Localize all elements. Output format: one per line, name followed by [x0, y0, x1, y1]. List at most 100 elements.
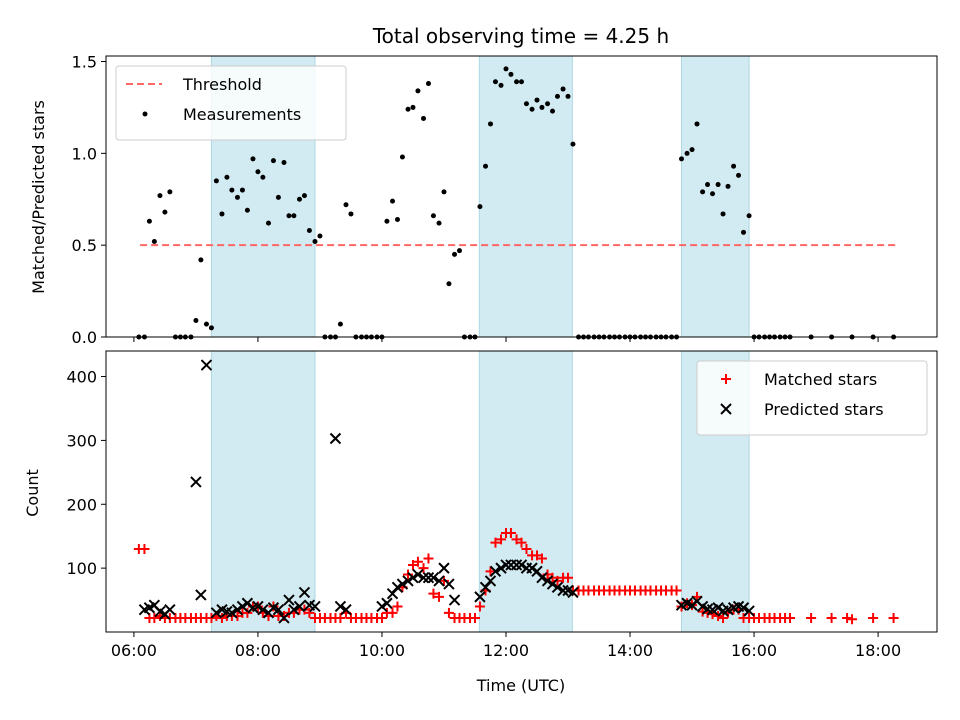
bottom-legend: Matched stars Predicted stars — [696, 360, 928, 436]
top-data-point — [452, 251, 458, 257]
bottom-data-point — [536, 572, 548, 584]
bottom-data-point — [546, 578, 559, 590]
bottom-data-point — [231, 603, 244, 616]
bottom-data-point — [515, 559, 528, 571]
top-data-point — [219, 211, 225, 217]
bottom-data-point — [386, 587, 399, 600]
top-data-point — [213, 178, 219, 184]
bottom-legend-box — [696, 360, 928, 436]
top-data-point — [343, 202, 349, 208]
top-data-point — [208, 325, 214, 331]
top-data-point — [291, 213, 297, 219]
bottom-data-point — [381, 597, 393, 609]
bottom-y-axis-label: Count — [23, 469, 42, 517]
bottom-y-tick-label: 200 — [66, 495, 97, 514]
bottom-data-point — [888, 612, 899, 623]
top-legend-label: Threshold — [182, 75, 262, 94]
top-data-point — [736, 172, 742, 178]
bottom-data-point — [412, 568, 424, 581]
top-data-point — [317, 233, 323, 239]
bottom-data-point — [485, 566, 496, 577]
bottom-data-point — [526, 562, 538, 574]
top-y-axis-label: Matched/Predicted stars — [29, 100, 48, 294]
bottom-series-predicted-stars — [138, 359, 755, 624]
top-data-point — [545, 101, 551, 107]
bottom-data-point — [226, 607, 238, 619]
bottom-data-point — [712, 602, 724, 614]
bottom-x-tick-label: 06:00 — [111, 641, 157, 660]
bottom-data-point — [557, 584, 569, 597]
top-legend: Threshold Measurements — [115, 65, 347, 141]
top-data-point — [483, 163, 489, 169]
bottom-data-point — [139, 543, 150, 554]
bottom-data-point — [392, 601, 403, 612]
top-data-point — [684, 150, 690, 156]
top-data-point — [162, 209, 168, 215]
top-data-point — [694, 121, 700, 127]
top-data-point — [306, 227, 312, 233]
top-data-point — [193, 317, 199, 323]
bottom-data-point — [484, 575, 497, 587]
top-data-point — [250, 156, 256, 162]
top-data-point — [678, 156, 684, 162]
bottom-data-point — [283, 594, 295, 606]
bottom-data-point — [448, 594, 461, 606]
top-data-point — [198, 257, 204, 263]
top-data-point — [390, 198, 396, 204]
top-data-point — [554, 93, 560, 99]
top-data-point — [534, 97, 540, 103]
bottom-shaded-interval — [210, 350, 316, 633]
bottom-data-point — [469, 612, 480, 623]
bottom-x-tick-label: 14:00 — [607, 641, 653, 660]
top-series-measurements — [136, 66, 897, 340]
bottom-data-point — [242, 607, 253, 618]
top-data-point — [487, 121, 493, 127]
bottom-data-point — [743, 605, 755, 617]
top-data-point — [715, 182, 721, 188]
top-data-point — [151, 238, 157, 244]
top-data-point — [731, 163, 737, 169]
bottom-y-tick-label: 300 — [66, 431, 97, 450]
bottom-data-point — [505, 528, 516, 539]
bottom-data-point — [785, 612, 796, 623]
top-legend-label: Measurements — [183, 105, 301, 124]
chart-title: Total observing time = 4.25 h — [372, 24, 669, 48]
top-data-point — [167, 189, 173, 195]
bottom-data-point — [396, 578, 409, 590]
top-data-point — [275, 194, 281, 200]
top-data-point — [224, 174, 230, 180]
top-data-point — [394, 216, 400, 222]
top-data-point — [312, 238, 318, 244]
top-data-point — [265, 220, 271, 226]
bottom-data-point — [278, 612, 290, 624]
bottom-data-point — [500, 559, 512, 571]
top-data-point — [229, 187, 235, 193]
top-data-point — [157, 193, 163, 199]
top-y-tick-label: 0.5 — [72, 236, 97, 255]
bottom-data-point — [252, 600, 264, 613]
top-data-point — [689, 147, 695, 153]
bottom-data-point — [335, 612, 346, 623]
bottom-x-axis-label: Time (UTC) — [476, 676, 565, 695]
bottom-data-point — [216, 612, 227, 623]
bottom-data-point — [402, 575, 414, 587]
bottom-data-point — [422, 572, 435, 584]
top-data-point — [399, 154, 405, 160]
top-data-point — [725, 183, 731, 189]
top-data-point — [523, 101, 529, 107]
top-data-point — [146, 218, 152, 224]
bottom-axes-frame — [105, 350, 938, 633]
top-data-point — [741, 229, 747, 235]
top-data-point — [415, 88, 421, 94]
bottom-data-point — [412, 556, 423, 567]
bottom-data-point — [407, 572, 419, 584]
top-data-point — [436, 220, 442, 226]
bottom-data-point — [443, 578, 455, 590]
top-data-point — [498, 82, 504, 88]
bottom-data-point — [272, 603, 285, 616]
top-data-point — [301, 193, 307, 199]
top-data-point — [384, 218, 390, 224]
bottom-data-point — [737, 602, 750, 614]
top-data-point — [503, 66, 509, 72]
